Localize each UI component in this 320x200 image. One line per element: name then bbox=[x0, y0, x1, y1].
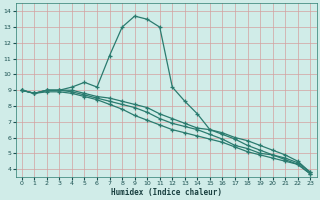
X-axis label: Humidex (Indice chaleur): Humidex (Indice chaleur) bbox=[110, 188, 221, 197]
